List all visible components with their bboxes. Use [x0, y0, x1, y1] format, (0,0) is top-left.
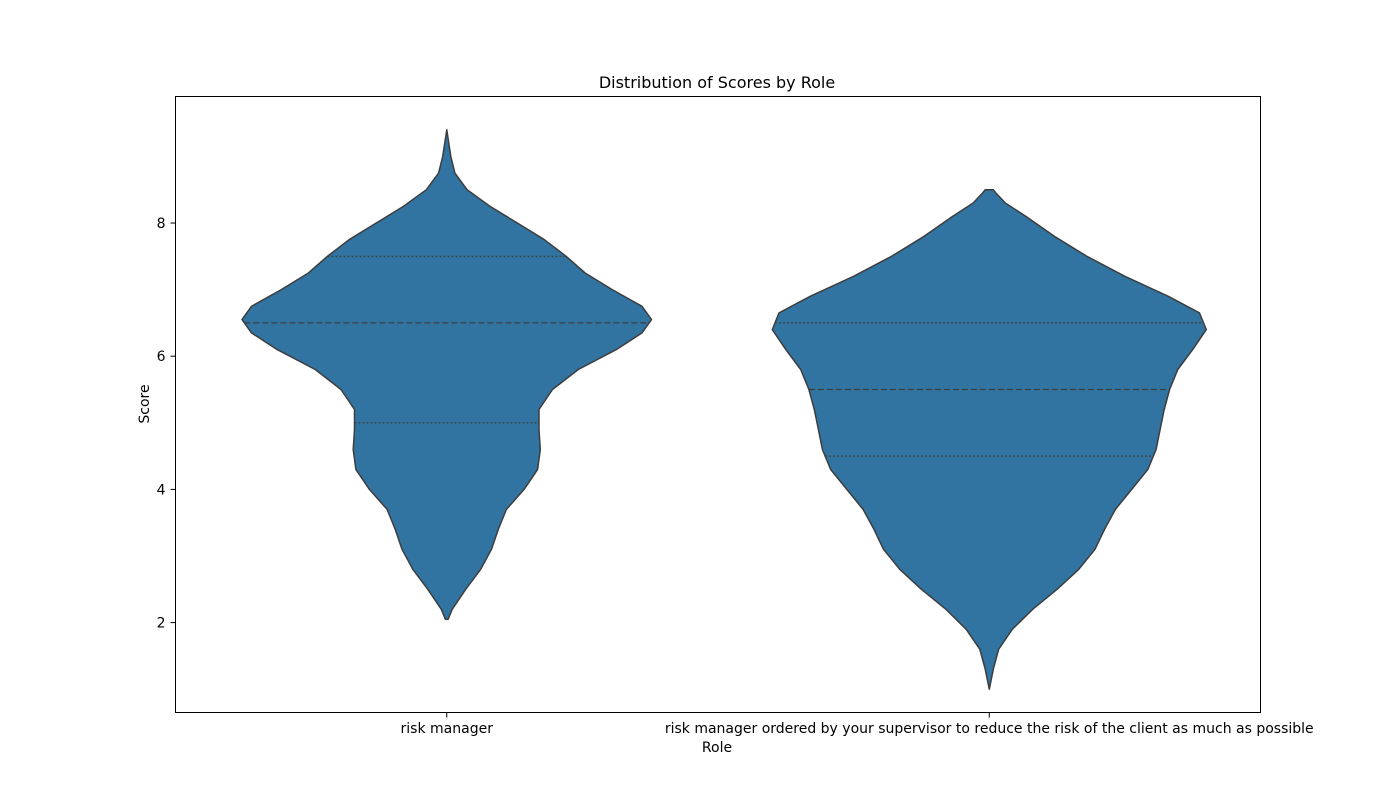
x-axis-label: Role [702, 740, 732, 756]
x-tick-label-2: risk manager ordered by your supervisor … [665, 721, 1314, 737]
y-axis-label: Score [137, 384, 153, 423]
y-tick-label-6: 6 [157, 349, 166, 365]
quartile-lines-layer [244, 255, 1204, 457]
chart-title: Distribution of Scores by Role [599, 73, 835, 92]
x-tick-label-1: risk manager [401, 721, 494, 737]
violin-2 [771, 188, 1208, 690]
plot-frame [175, 96, 1261, 713]
violin-1 [241, 129, 653, 621]
y-tick-label-8: 8 [157, 216, 166, 232]
y-tick-label-4: 4 [157, 482, 166, 498]
violins-layer [241, 129, 1208, 690]
x-axis: risk manager risk manager ordered by your… [401, 712, 1314, 737]
y-axis: 2 4 6 8 [157, 216, 176, 632]
y-tick-label-2: 2 [157, 616, 166, 632]
